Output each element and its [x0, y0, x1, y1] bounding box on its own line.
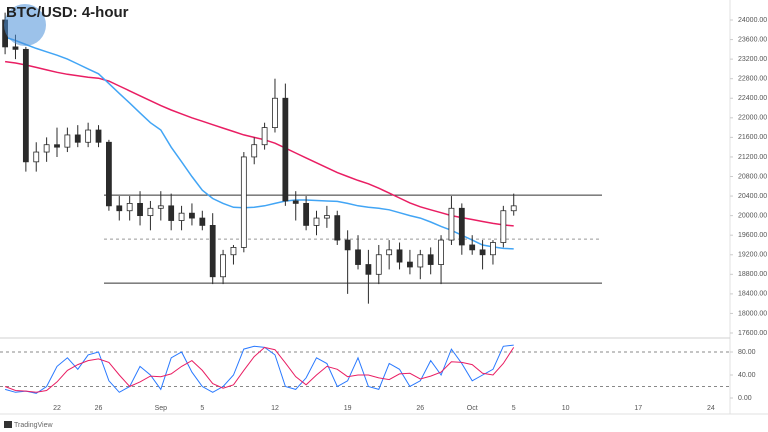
candle-body: [251, 144, 258, 158]
candle-body: [240, 156, 247, 248]
y-tick-label: 18400.00: [738, 291, 767, 298]
candle-body: [490, 242, 496, 256]
indicator-line: [4, 60, 514, 227]
y-tick-label: 22000.00: [738, 115, 767, 122]
candle-body: [500, 210, 507, 243]
x-tick-label: 19: [344, 405, 352, 412]
y-tick-label: 23200.00: [738, 56, 767, 63]
y-tick-label: 21200.00: [738, 154, 767, 161]
candle-body: [178, 212, 185, 221]
candle-body: [510, 205, 517, 212]
candle-body: [344, 239, 351, 251]
candle-body: [209, 225, 216, 278]
x-tick-label: 5: [200, 405, 204, 412]
x-tick-label: 5: [512, 405, 516, 412]
y-tick-label: 20400.00: [738, 193, 767, 200]
candle-body: [33, 151, 40, 163]
x-tick-label: 24: [707, 405, 715, 412]
candle-body: [106, 141, 112, 207]
y-tick-label: 19600.00: [738, 232, 767, 239]
candle-body: [323, 215, 330, 219]
candle-body: [386, 249, 393, 256]
candle-body: [54, 144, 60, 148]
candle-body: [12, 46, 19, 50]
candle-body: [375, 254, 382, 275]
logo: [4, 4, 46, 46]
candle-body: [137, 202, 143, 217]
y-tick-label: 22800.00: [738, 76, 767, 83]
y-tick-label: 24000.00: [738, 17, 767, 24]
candle-body: [168, 205, 175, 221]
x-tick-label: 17: [634, 405, 642, 412]
y-tick-label: 20800.00: [738, 173, 767, 180]
y-tick-label: 18800.00: [738, 271, 767, 278]
indicator-line: [4, 346, 515, 393]
y-tick-label: 20000.00: [738, 212, 767, 219]
y-tick-label: 22400.00: [738, 95, 767, 102]
x-tick-label: Oct: [467, 405, 478, 412]
candle-body: [427, 254, 434, 265]
x-tick-label: 22: [53, 405, 61, 412]
candle-body: [417, 254, 424, 268]
indicator-line: [4, 344, 514, 394]
candle-body: [189, 212, 195, 219]
y-tick-label: 40.00: [738, 372, 756, 379]
candle-body: [292, 200, 299, 204]
candle-body: [147, 207, 154, 217]
candle-body: [313, 217, 320, 226]
x-tick-label: 12: [271, 405, 279, 412]
candle-body: [126, 202, 133, 212]
candle-body: [458, 207, 465, 246]
y-tick-label: 17600.00: [738, 330, 767, 337]
candle-body: [407, 261, 413, 268]
x-tick-label: Sep: [155, 405, 168, 412]
candle-body: [272, 97, 278, 128]
candle-body: [85, 129, 92, 143]
candle-body: [365, 264, 372, 275]
candle-body: [230, 247, 237, 256]
candle-body: [303, 202, 310, 226]
candle-body: [220, 254, 226, 278]
candle-body: [199, 217, 206, 226]
candle-body: [43, 144, 50, 153]
plot-area: 17600.00 18000.00 18400.00 18800.00 19200.00…: [0, 12, 767, 412]
candle-body: [116, 205, 123, 212]
y-tick-label: 21600.00: [738, 134, 767, 141]
candle-body: [479, 249, 486, 256]
chart-title: BTC/USD: 4-hour: [6, 4, 129, 21]
candle-body: [438, 239, 444, 265]
y-tick-label: 18000.00: [738, 310, 767, 317]
x-tick-label: 10: [562, 405, 570, 412]
candle-body: [261, 127, 268, 146]
candle-body: [74, 134, 81, 143]
candle-body: [22, 48, 29, 163]
candle-body: [282, 97, 289, 202]
y-tick-label: 23600.00: [738, 36, 767, 43]
candle-body: [469, 244, 476, 251]
x-tick-label: 26: [416, 405, 424, 412]
candle-body: [64, 134, 71, 148]
candle-body: [95, 129, 102, 143]
watermark-logo: [4, 421, 12, 428]
y-tick-label: 80.00: [738, 349, 756, 356]
y-tick-label: 19200.00: [738, 252, 767, 259]
candle-body: [396, 249, 403, 263]
candle-body: [355, 249, 361, 265]
x-tick-label: 26: [95, 405, 103, 412]
candle-body: [157, 205, 164, 209]
candle-body: [334, 215, 341, 241]
y-tick-label: 0.00: [738, 395, 752, 402]
candle-body: [448, 207, 455, 241]
indicator-line: [4, 36, 514, 250]
watermark: TradingView: [14, 422, 53, 429]
